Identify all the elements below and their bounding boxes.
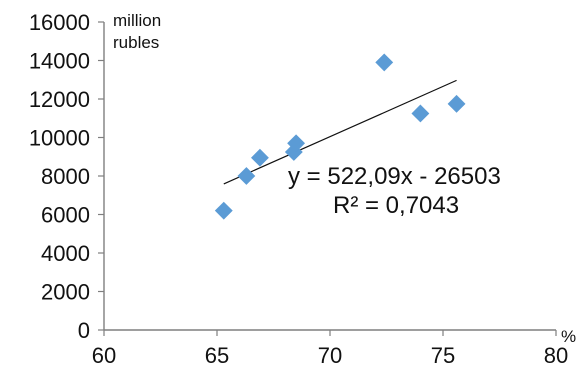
- y-tick-label-2000: 2000: [41, 280, 90, 305]
- x-unit-label: %: [561, 327, 576, 346]
- labels-layer: million rubles % y = 522,09x - 26503 R² …: [113, 11, 576, 346]
- axes-layer: 0 2000 4000 6000 8000 10000 12000 14000 16000 60 6…: [29, 10, 568, 368]
- data-point: [375, 53, 394, 72]
- trendline-equation: y = 522,09x - 26503: [288, 163, 501, 190]
- data-points-layer: [214, 53, 466, 220]
- y-tick-label-8000: 8000: [41, 164, 90, 189]
- x-tick-label-70: 70: [318, 343, 342, 368]
- x-tick-label-75: 75: [431, 343, 455, 368]
- data-point: [251, 148, 269, 167]
- y-tick-label-12000: 12000: [29, 87, 90, 112]
- y-unit-label-line2: rubles: [113, 33, 159, 52]
- y-tick-label-0: 0: [78, 318, 90, 343]
- y-tick-label-4000: 4000: [41, 241, 90, 266]
- y-tick-label-16000: 16000: [29, 10, 90, 35]
- y-tick-label-14000: 14000: [29, 49, 90, 74]
- x-tick-label-65: 65: [205, 343, 229, 368]
- x-tick-label-80: 80: [544, 343, 568, 368]
- trendline-layer: [223, 79, 457, 185]
- trendline-r2: R² = 0,7043: [333, 192, 459, 219]
- data-point: [287, 134, 306, 153]
- y-tick-label-6000: 6000: [41, 203, 90, 228]
- data-point: [447, 94, 466, 113]
- data-point: [214, 201, 233, 220]
- x-tick-label-60: 60: [92, 343, 116, 368]
- y-tick-label-10000: 10000: [29, 126, 90, 151]
- y-unit-label-line1: million: [113, 11, 161, 30]
- trendline: [223, 79, 457, 185]
- data-point: [411, 104, 430, 123]
- data-point: [237, 167, 256, 185]
